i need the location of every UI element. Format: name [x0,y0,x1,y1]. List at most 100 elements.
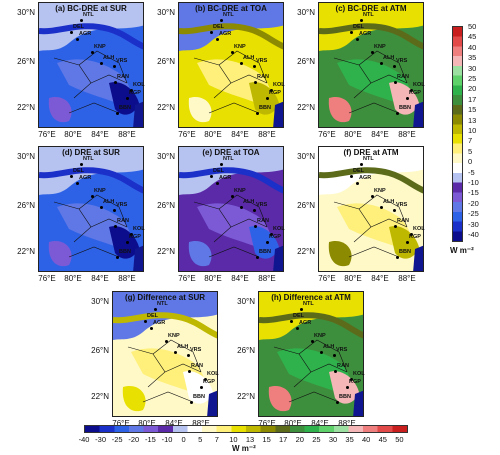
city-label: DEL [353,24,364,30]
lat-label: 30°N [237,297,255,306]
state-boundary [68,102,120,114]
city-label: DEL [73,24,84,30]
city-marker [356,38,359,41]
city-marker [256,112,259,115]
city-label: RAN [397,74,409,80]
vertical-colorbar-tick: -40 [468,230,479,239]
city-label: DEL [213,168,224,174]
lat-label: 30°N [157,152,175,161]
panel-h: (h) Difference at ATM [258,291,364,417]
lon-label: 84°E [231,130,249,139]
vertical-colorbar-tick: 20 [468,84,477,94]
city-label: KGP [409,90,421,96]
city-marker [394,225,397,228]
lon-label: 84°E [165,419,183,428]
city-label: ALH [243,199,255,205]
city-label: KOL [207,371,219,377]
city-label: AGR [359,31,372,37]
city-marker [360,19,363,22]
city-label: NTL [157,301,168,307]
lon-label: 80°E [204,274,222,283]
vertical-colorbar-tick: 30 [468,63,477,73]
horizontal-colorbar-unit: W m⁻² [232,444,256,453]
vertical-colorbar-tick: 0 [468,157,473,167]
city-marker [231,195,234,198]
bay-of-bengal [133,101,143,127]
horizontal-colorbar-tick: 13 [245,435,255,444]
lon-label: 76°E [38,130,56,139]
panel-title: (c) BC-DRE at ATM [335,4,407,13]
city-label: KNP [94,44,106,50]
city-label: ALH [383,199,395,205]
city-marker [290,320,293,323]
city-marker [406,97,409,100]
city-marker [76,38,79,41]
lat-label: 26°N [17,57,35,66]
city-label: BBN [399,249,411,255]
lon-label: 84°E [91,130,109,139]
city-label: BBN [259,249,271,255]
city-marker [270,89,273,92]
city-label: BBN [339,394,351,400]
state-boundary [273,346,312,388]
city-label: KOL [133,226,145,232]
vertical-colorbar-tick: -30 [468,219,479,229]
lat-label: 26°N [157,201,175,210]
city-marker [240,62,243,65]
city-marker [126,97,129,100]
city-marker [220,19,223,22]
city-marker [396,112,399,115]
city-label: BBN [119,249,131,255]
horizontal-colorbar-tick: -20 [128,435,140,444]
lon-label: 88°E [258,274,276,283]
horizontal-colorbar-tick: -10 [161,435,173,444]
lon-label: 80°E [64,274,82,283]
mountain-band [319,23,423,50]
state-boundary [68,246,120,258]
lat-label: 22°N [157,247,175,256]
lon-label: 80°E [284,419,302,428]
lat-label: 30°N [157,8,175,17]
vertical-colorbar-tick: 13 [468,115,477,125]
city-marker [394,81,397,84]
vertical-colorbar-unit: W m⁻² [450,246,474,255]
city-marker [188,370,191,373]
city-label: AGR [79,175,92,181]
city-marker [380,206,383,209]
city-label: BBN [119,105,131,111]
city-label: KNP [234,44,246,50]
city-marker [91,51,94,54]
city-label: VRS [116,58,128,64]
city-marker [410,233,413,236]
city-label: KGP [409,234,421,240]
vertical-colorbar-tick: -25 [468,209,479,219]
lat-label: 26°N [237,346,255,355]
vertical-colorbar-tick: 25 [468,74,477,83]
vertical-colorbar-tick: -5 [468,167,475,177]
state-boundary [298,339,348,373]
city-label: NTL [363,12,374,18]
panel-title: (a) BC-DRE at SUR [55,4,127,13]
vertical-colorbar-tick: 45 [468,32,477,42]
city-marker [266,97,269,100]
lon-label: 84°E [231,274,249,283]
city-label: DEL [73,168,84,174]
city-label: NTL [363,156,374,162]
city-marker [254,225,257,228]
vertical-colorbar-tick: 15 [468,105,477,115]
city-label: AGR [219,175,232,181]
vertical-colorbar-tick: -15 [468,188,479,198]
panel-g: (g) Difference at SUR [112,291,218,417]
lon-label: 76°E [258,419,276,428]
lon-label: 76°E [318,274,336,283]
city-label: KOL [133,82,145,88]
state-boundary [90,218,128,228]
city-label: RAN [337,363,349,369]
state-boundary [358,194,408,228]
city-label: KOL [413,226,425,232]
lat-label: 22°N [17,103,35,112]
panel-title: (h) Difference at ATM [271,293,351,302]
city-label: ALH [177,344,189,350]
vertical-colorbar-tick: 5 [468,146,473,156]
city-marker [371,195,374,198]
